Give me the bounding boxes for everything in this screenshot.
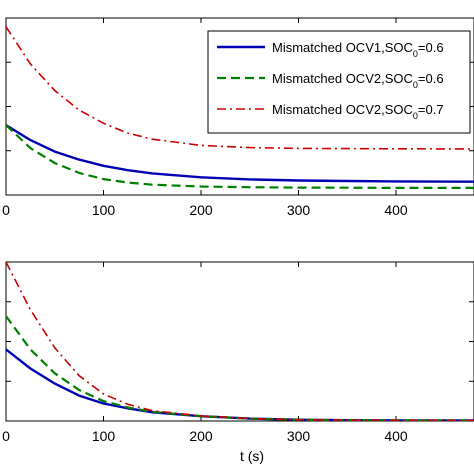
legend: Mismatched OCV1,SOC0=0.6 Mismatched OCV2,… <box>207 30 471 134</box>
legend-label-1: Mismatched OCV1,SOC0=0.6 <box>272 40 444 59</box>
series-line-1 <box>6 124 474 183</box>
x-tick-label: 400 <box>384 202 408 218</box>
legend-label-3: Mismatched OCV2,SOC0=0.7 <box>272 102 444 121</box>
x-tick-label: 200 <box>189 428 213 444</box>
series-line-2 <box>6 124 474 189</box>
x-tick-label: 0 <box>2 202 10 218</box>
x-tick-label: 0 <box>2 428 10 444</box>
series-line-3 <box>6 26 474 150</box>
x-tick-label: 400 <box>384 428 408 444</box>
x-axis-label: t (s) <box>240 448 264 464</box>
bottom-chart: 0 100 200 300 400 t (s) <box>2 261 474 464</box>
series-line-3 <box>6 262 474 421</box>
legend-label-2: Mismatched OCV2,SOC0=0.6 <box>272 71 444 90</box>
top-chart: 0 100 200 300 400 <box>2 17 474 218</box>
x-tick-label: 200 <box>189 202 213 218</box>
series-line-1 <box>6 348 474 421</box>
x-tick-label: 100 <box>92 202 116 218</box>
x-tick-label: 100 <box>92 428 116 444</box>
x-tick-label: 300 <box>287 428 311 444</box>
axes-frame <box>5 261 474 422</box>
series-line-2 <box>6 315 474 421</box>
x-tick-label: 300 <box>287 202 311 218</box>
